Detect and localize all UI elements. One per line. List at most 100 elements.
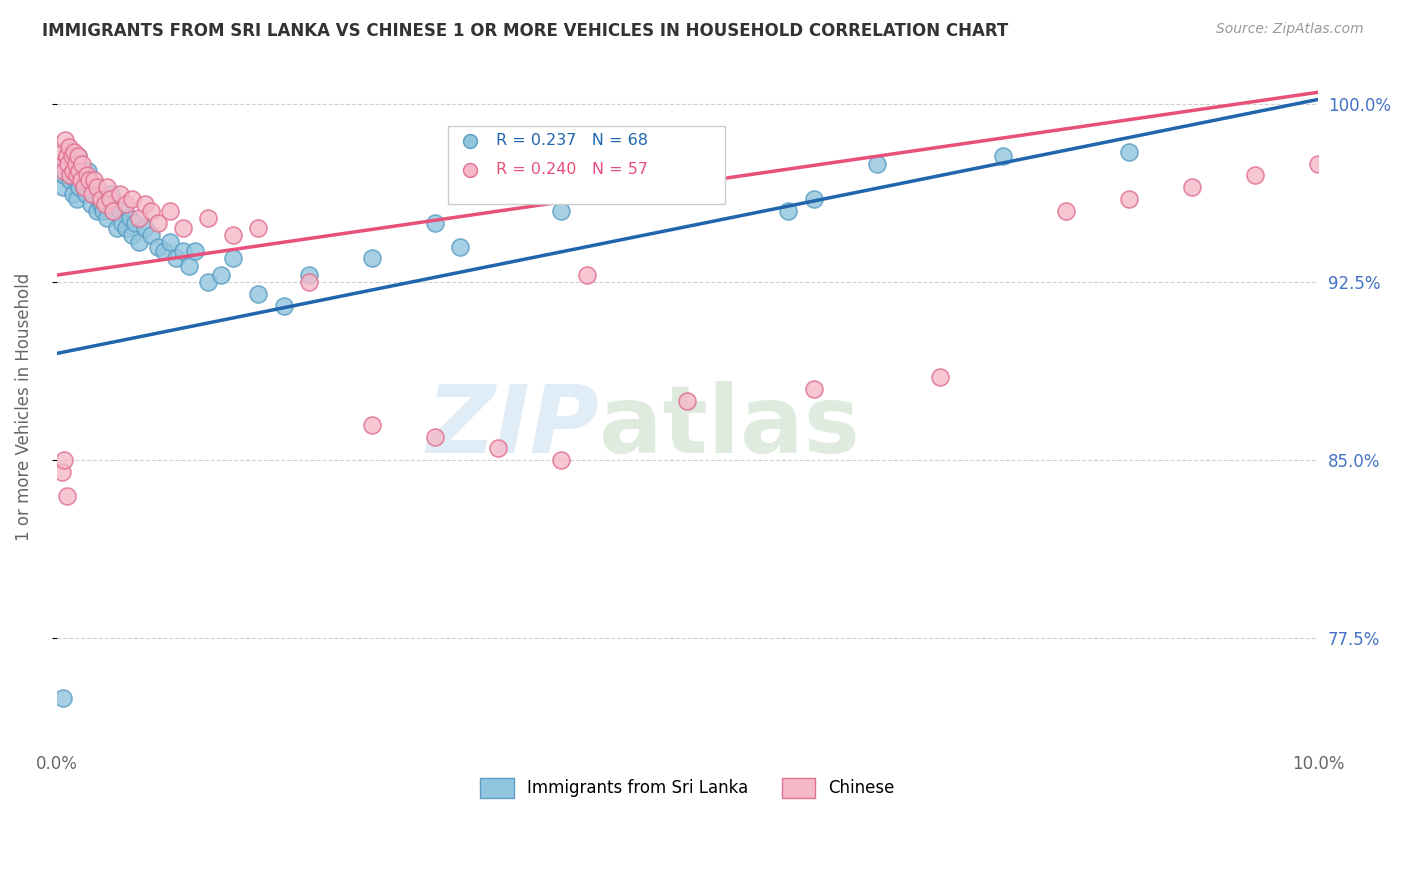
Point [103,204,125,219]
Point [676,394,699,409]
Point [69,173,91,187]
Point [361,252,384,266]
Point [86,204,108,219]
Point [118,211,141,226]
Point [298,275,321,289]
Point [222,227,245,242]
Point [83,173,105,187]
Point [67,149,90,163]
Point [702,169,724,183]
Point [184,244,207,259]
Point [676,180,699,194]
Y-axis label: 1 or more Vehicles in Household: 1 or more Vehicles in Household [15,273,32,541]
FancyBboxPatch shape [447,126,725,204]
Point [93,192,115,206]
Point [63,145,86,159]
Point [115,197,138,211]
Point [153,244,176,259]
Point [121,227,143,242]
Point [51,156,73,170]
Point [96,180,118,194]
Point [177,259,200,273]
Point [79,173,101,187]
Point [58,140,80,154]
Point [550,453,572,467]
Point [70,156,93,170]
Point [134,220,156,235]
Point [87,192,110,206]
Point [90,192,112,206]
Point [423,216,446,230]
Point [67,149,90,163]
Point [58,163,80,178]
Point [146,239,169,253]
Text: R = 0.240   N = 57: R = 0.240 N = 57 [496,162,648,177]
Point [197,275,219,289]
Point [111,216,134,230]
Point [60,156,83,170]
Point [146,216,169,230]
Point [128,211,150,226]
Point [105,220,128,235]
Point [63,170,86,185]
Point [86,180,108,194]
Point [59,169,82,183]
Point [80,180,103,194]
Point [73,180,96,194]
Point [55,149,77,163]
Point [51,465,73,479]
Point [121,192,143,206]
Point [172,244,194,259]
Point [91,204,114,219]
Point [72,169,94,183]
Point [73,180,96,194]
Point [159,235,181,249]
Point [423,429,446,443]
Point [172,220,194,235]
Point [67,163,90,178]
Point [803,382,825,396]
Point [778,204,800,219]
Point [76,173,98,187]
Point [550,204,572,219]
Point [866,156,889,170]
Point [103,204,125,219]
Point [65,163,87,178]
Point [108,204,131,219]
Point [53,453,76,467]
Point [166,252,188,266]
Point [96,211,118,226]
Text: atlas: atlas [599,381,860,474]
Text: IMMIGRANTS FROM SRI LANKA VS CHINESE 1 OR MORE VEHICLES IN HOUSEHOLD CORRELATION: IMMIGRANTS FROM SRI LANKA VS CHINESE 1 O… [42,22,1008,40]
Point [55,149,77,163]
Point [159,204,181,219]
Point [298,268,321,282]
Point [1181,180,1204,194]
Point [53,163,76,178]
Point [1118,145,1140,159]
Point [80,187,103,202]
Point [93,197,115,211]
Point [141,227,163,242]
Point [75,187,97,202]
Point [486,442,509,456]
Point [52,180,75,194]
Point [209,268,232,282]
Point [247,287,270,301]
Point [53,169,76,183]
Point [361,417,384,432]
Point [67,180,90,194]
Point [79,197,101,211]
Point [77,163,100,178]
Point [52,690,75,705]
Point [575,268,598,282]
Point [83,187,105,202]
Point [66,169,89,183]
Point [222,252,245,266]
Point [69,161,91,176]
Point [449,239,471,253]
Point [59,173,82,187]
Point [1308,156,1330,170]
Point [124,216,146,230]
Point [247,220,270,235]
